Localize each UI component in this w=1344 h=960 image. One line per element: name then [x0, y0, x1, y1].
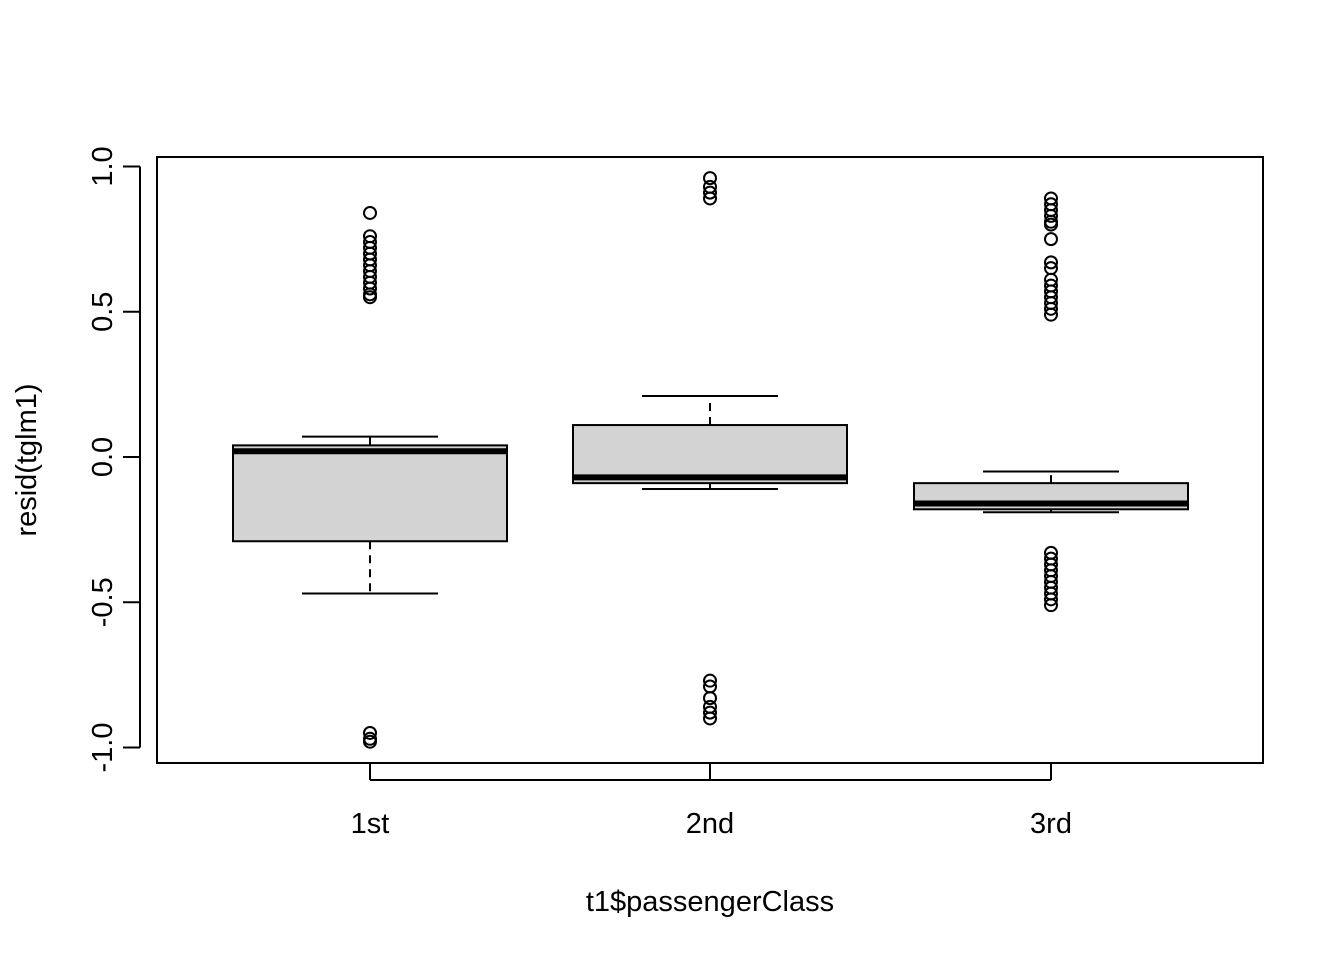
outlier-point: [703, 691, 717, 706]
outlier-point: [703, 705, 717, 720]
outlier-point: [703, 711, 717, 726]
box-1st: [232, 205, 508, 749]
box-2nd: [572, 171, 848, 726]
outlier-point: [1044, 232, 1058, 247]
x-tick-label: 2nd: [686, 808, 734, 840]
outlier-point: [703, 185, 717, 200]
outlier-point: [363, 290, 377, 305]
outlier-point: [1044, 592, 1058, 607]
outlier-point: [703, 191, 717, 206]
x-axis-label: t1$passengerClass: [586, 886, 834, 918]
outlier-point: [703, 673, 717, 688]
outlier-point: [363, 725, 377, 740]
outlier-point: [703, 171, 717, 186]
outlier-point: [1044, 307, 1058, 322]
x-tick-label: 1st: [351, 808, 390, 840]
y-tick-label: -1.0: [87, 723, 119, 773]
boxes-layer: [232, 171, 1189, 749]
outlier-point: [1044, 301, 1058, 316]
y-tick-label: 1.0: [87, 146, 119, 186]
iqr-box: [232, 444, 508, 543]
box-3rd: [913, 191, 1189, 613]
iqr-box: [572, 424, 848, 485]
outlier-point: [363, 205, 377, 220]
x-axis: 1st 2nd 3rd: [351, 763, 1072, 840]
outlier-point: [363, 734, 377, 749]
y-tick-label: 0.0: [87, 437, 119, 477]
x-tick-label: 3rd: [1030, 808, 1072, 840]
outlier-point: [1044, 217, 1058, 232]
outlier-point: [1044, 255, 1058, 270]
outlier-point: [363, 281, 377, 296]
outlier-point: [1044, 208, 1058, 223]
y-tick-label: -0.5: [87, 577, 119, 627]
y-axis: -1.0 -0.5 0.0 0.5 1.0: [87, 146, 141, 773]
y-axis-label: resid(tglm1): [11, 383, 43, 536]
y-tick-label: 0.5: [87, 292, 119, 332]
outlier-point: [1044, 598, 1058, 613]
